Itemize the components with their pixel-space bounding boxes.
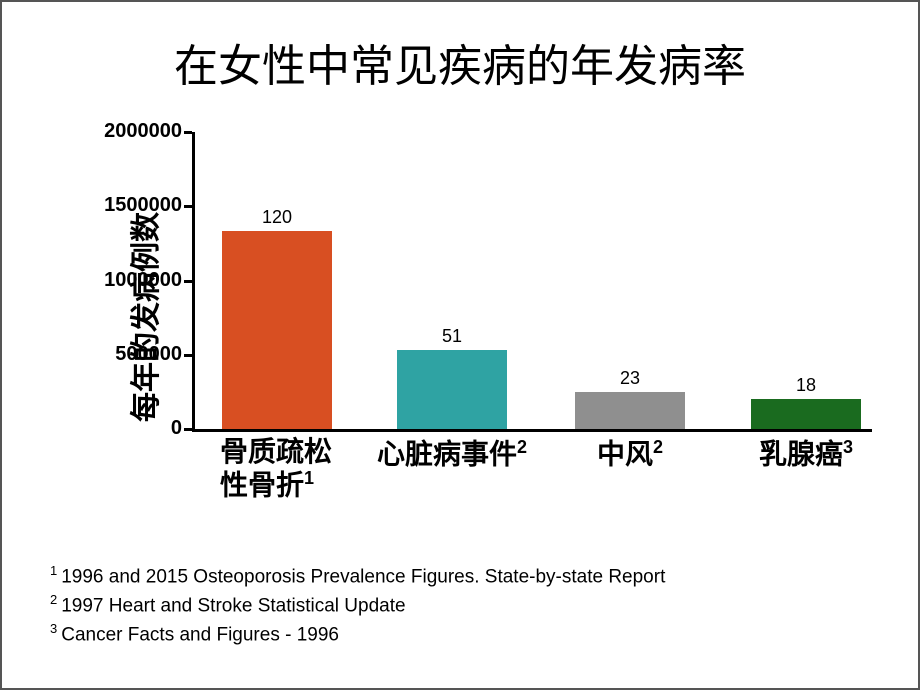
bar-value-label: 120 <box>262 207 292 228</box>
y-tick-mark <box>184 428 192 431</box>
y-tick-mark <box>184 205 192 208</box>
y-tick-mark <box>184 354 192 357</box>
y-tick-mark <box>184 131 192 134</box>
bar-value-label: 51 <box>442 326 462 347</box>
y-tick-label: 2000000 <box>62 120 182 143</box>
x-category-label: 乳腺癌3 <box>716 438 896 471</box>
chart-area: 每年的发病例数 0500000100000015000002000000120骨… <box>42 132 882 502</box>
x-axis-line <box>192 429 872 432</box>
x-category-label: 心脏病事件2 <box>362 438 542 471</box>
y-tick-label: 1000000 <box>62 269 182 292</box>
slide-page: 在女性中常见疾病的年发病率 每年的发病例数 050000010000001500… <box>0 0 920 690</box>
y-axis-line <box>192 132 195 429</box>
bar <box>575 392 685 429</box>
footnotes: 11996 and 2015 Osteoporosis Prevalence F… <box>50 562 665 649</box>
bar <box>751 399 861 429</box>
footnote-line: 3Cancer Facts and Figures - 1996 <box>50 620 665 649</box>
bar-value-label: 23 <box>620 368 640 389</box>
y-tick-mark <box>184 280 192 283</box>
bar-value-label: 18 <box>796 375 816 396</box>
bar <box>222 231 332 429</box>
footnote-line: 11996 and 2015 Osteoporosis Prevalence F… <box>50 562 665 591</box>
y-tick-label: 500000 <box>62 343 182 366</box>
y-tick-label: 0 <box>62 417 182 440</box>
y-tick-label: 1500000 <box>62 194 182 217</box>
x-category-label: 中风2 <box>540 438 720 471</box>
bar <box>397 350 507 429</box>
footnote-line: 21997 Heart and Stroke Statistical Updat… <box>50 591 665 620</box>
y-axis-label: 每年的发病例数 <box>121 212 165 422</box>
page-title: 在女性中常见疾病的年发病率 <box>2 30 918 94</box>
plot-region: 0500000100000015000002000000120骨质疏松性骨折15… <box>192 132 872 462</box>
